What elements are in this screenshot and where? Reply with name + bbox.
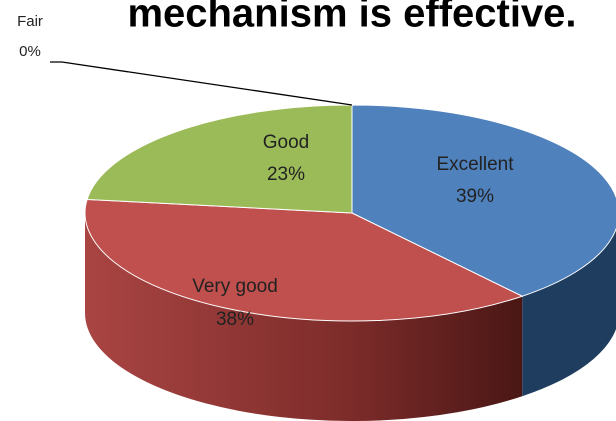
slice-label: Very good bbox=[192, 276, 278, 297]
pie-side bbox=[85, 213, 523, 421]
pie-slice bbox=[86, 104, 353, 214]
slice-label: Excellent bbox=[436, 154, 514, 175]
slice-label: Fair bbox=[17, 13, 43, 30]
pie-slice bbox=[84, 198, 524, 322]
slice-value-label: 23% bbox=[267, 164, 305, 185]
slice-value-label: 38% bbox=[216, 309, 254, 330]
slice-label: Good bbox=[263, 132, 309, 153]
slice-value-label: 39% bbox=[456, 186, 494, 207]
leader-line bbox=[50, 61, 353, 106]
pie-slice bbox=[351, 104, 616, 297]
slice-value-label: 0% bbox=[19, 43, 41, 60]
pie-side bbox=[522, 229, 616, 397]
chart-title: mechanism is effective. bbox=[127, 0, 576, 36]
